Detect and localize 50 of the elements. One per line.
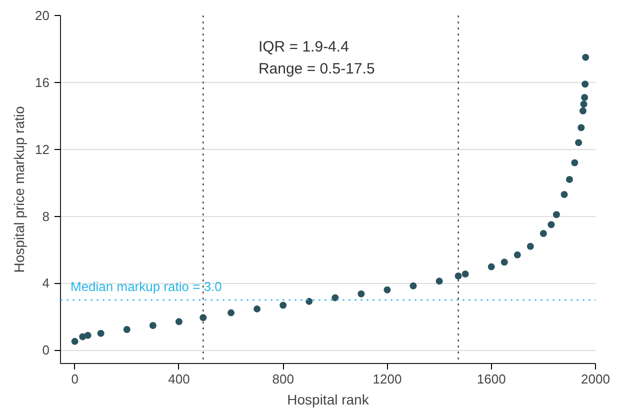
point bbox=[578, 124, 585, 132]
x-tick-label: 800 bbox=[272, 372, 294, 386]
point bbox=[462, 270, 469, 278]
point bbox=[552, 211, 560, 218]
point bbox=[254, 305, 261, 312]
point bbox=[488, 263, 495, 270]
point bbox=[571, 159, 578, 166]
x-tick-label: 400 bbox=[168, 372, 190, 386]
point bbox=[500, 258, 508, 266]
point bbox=[97, 330, 104, 337]
point bbox=[71, 338, 78, 345]
point bbox=[280, 302, 287, 309]
y-tick-label: 12 bbox=[35, 142, 50, 157]
y-tick-label: 16 bbox=[35, 74, 50, 90]
point bbox=[123, 326, 130, 334]
annotation: IQR = 1.9-4.4 bbox=[258, 38, 349, 56]
y-tick-label: 8 bbox=[42, 208, 50, 224]
point bbox=[580, 100, 588, 108]
x-tick-label: 1600 bbox=[476, 372, 506, 386]
annotation: Range = 0.5-17.5 bbox=[258, 60, 375, 78]
point bbox=[575, 139, 582, 146]
point bbox=[540, 230, 547, 237]
y-axis-title: Hospital price markup ratio bbox=[11, 106, 28, 273]
point bbox=[581, 94, 588, 101]
y-tick-label: 4 bbox=[42, 276, 50, 291]
point bbox=[548, 221, 555, 228]
point bbox=[566, 176, 573, 183]
x-tick-label: 0 bbox=[71, 372, 78, 386]
point bbox=[306, 298, 313, 305]
point bbox=[436, 278, 443, 285]
x-tick-label: 2000 bbox=[581, 372, 610, 386]
point bbox=[358, 290, 365, 298]
point bbox=[228, 309, 235, 316]
point bbox=[582, 80, 589, 88]
ref-line-label: Median markup ratio = 3.0 bbox=[70, 278, 222, 294]
y-tick-label: 20 bbox=[35, 8, 50, 23]
x-axis-title: Hospital rank bbox=[287, 392, 370, 408]
y-tick-label: 0 bbox=[42, 342, 50, 358]
point bbox=[582, 54, 590, 61]
point bbox=[410, 282, 417, 290]
point bbox=[514, 251, 521, 258]
point bbox=[580, 107, 587, 114]
point bbox=[149, 322, 156, 330]
point bbox=[332, 294, 339, 302]
point bbox=[526, 242, 534, 250]
point bbox=[84, 332, 92, 339]
x-tick-label: 1200 bbox=[372, 372, 402, 386]
point bbox=[560, 191, 568, 198]
point bbox=[384, 286, 391, 294]
point bbox=[175, 318, 182, 326]
